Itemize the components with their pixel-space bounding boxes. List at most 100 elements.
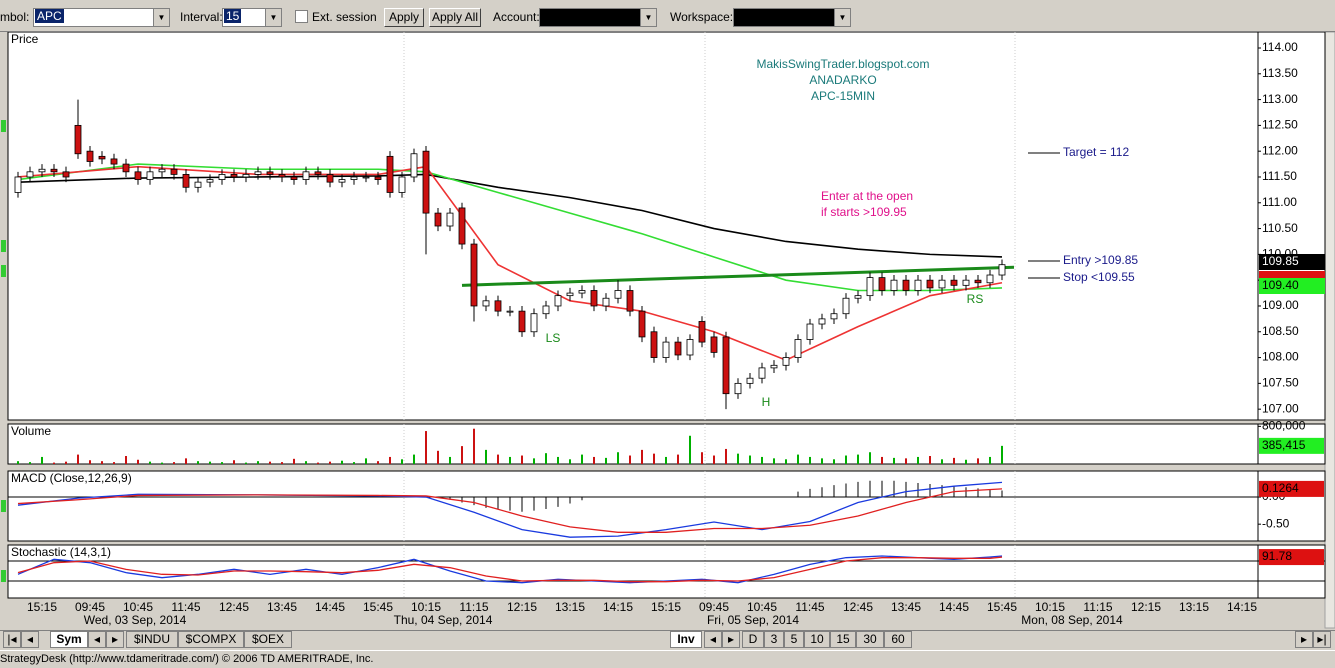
volume-bar bbox=[641, 449, 643, 464]
tab[interactable]: 30 bbox=[856, 631, 884, 648]
symbol-label: mbol: bbox=[0, 10, 30, 24]
x-tick-label: 12:45 bbox=[843, 600, 873, 614]
nav-button[interactable]: ▸ bbox=[106, 631, 124, 648]
y-tick-label: 111.50 bbox=[1262, 169, 1297, 183]
volume-bar bbox=[497, 454, 499, 464]
volume-bar bbox=[689, 435, 691, 464]
tab[interactable]: $INDU bbox=[126, 631, 178, 648]
tab[interactable]: 10 bbox=[804, 631, 830, 648]
side-button[interactable] bbox=[1, 240, 6, 252]
candle-body bbox=[686, 339, 694, 356]
tab[interactable]: 60 bbox=[884, 631, 912, 648]
volume-bar bbox=[149, 461, 151, 464]
tab[interactable]: 3 bbox=[764, 631, 784, 648]
volume-bar bbox=[53, 462, 55, 464]
volume-bar bbox=[233, 460, 235, 464]
nav-button[interactable]: ◂ bbox=[88, 631, 106, 648]
candle-body bbox=[974, 279, 982, 284]
candle-body bbox=[230, 174, 238, 178]
symbol-select[interactable]: APC ▼ bbox=[33, 8, 170, 27]
volume-bar bbox=[221, 462, 223, 464]
y-tick-label: 112.00 bbox=[1262, 143, 1298, 157]
volume-bar bbox=[65, 461, 67, 464]
tab[interactable]: 5 bbox=[784, 631, 804, 648]
nav-button[interactable]: |◂ bbox=[3, 631, 21, 648]
candle-body bbox=[410, 153, 418, 178]
x-tick-label: 14:15 bbox=[1227, 600, 1257, 614]
y-tick-label: 113.00 bbox=[1262, 92, 1298, 106]
volume-bar bbox=[569, 459, 571, 464]
candle-body bbox=[326, 174, 334, 183]
side-button[interactable] bbox=[1, 500, 6, 512]
candle-body bbox=[962, 279, 970, 286]
nav-button[interactable]: ▸ bbox=[1295, 631, 1313, 648]
annotation: Target = 112 bbox=[1063, 145, 1129, 159]
x-tick-label: 15:45 bbox=[987, 600, 1017, 614]
x-tick-label: 11:15 bbox=[459, 600, 488, 614]
apply-all-button[interactable]: Apply All bbox=[429, 8, 481, 27]
x-tick-label: 15:15 bbox=[27, 600, 57, 614]
dropdown-arrow[interactable]: ▼ bbox=[153, 9, 169, 26]
tab[interactable]: Sym bbox=[50, 631, 88, 648]
nav-button[interactable]: ◂ bbox=[704, 631, 722, 648]
candle-body bbox=[422, 150, 430, 214]
candle-body bbox=[998, 264, 1006, 276]
interval-select[interactable]: 15 ▼ bbox=[222, 8, 282, 27]
side-button[interactable] bbox=[1, 570, 6, 582]
checkbox[interactable] bbox=[295, 10, 308, 23]
candle-body bbox=[482, 300, 490, 307]
apply-button[interactable]: Apply bbox=[384, 8, 424, 27]
annotation: Stop <109.55 bbox=[1063, 270, 1135, 284]
current-value-label: 385,415 bbox=[1262, 438, 1306, 452]
volume-bar bbox=[929, 456, 931, 464]
volume-bar bbox=[581, 454, 583, 464]
candle-body bbox=[494, 300, 502, 312]
dropdown-arrow[interactable]: ▼ bbox=[834, 9, 850, 26]
candle-body bbox=[986, 274, 994, 284]
nav-button[interactable]: ▸ bbox=[722, 631, 740, 648]
volume-bar bbox=[797, 454, 799, 464]
candle-body bbox=[566, 292, 574, 297]
candle-body bbox=[542, 305, 550, 315]
candle-body bbox=[398, 176, 406, 193]
candle-body bbox=[374, 176, 382, 180]
volume-bar bbox=[77, 454, 79, 464]
symbol-value: APC bbox=[35, 9, 64, 23]
candle-body bbox=[758, 367, 766, 379]
candle-body bbox=[794, 339, 802, 358]
nav-button[interactable]: ▸| bbox=[1313, 631, 1331, 648]
x-tick-label: 10:45 bbox=[123, 600, 153, 614]
candle-body bbox=[134, 171, 142, 180]
volume-bar bbox=[845, 455, 847, 464]
tab[interactable]: Inv bbox=[670, 631, 702, 648]
tab[interactable]: 15 bbox=[830, 631, 856, 648]
panel-title: Volume bbox=[11, 424, 51, 438]
dropdown-arrow[interactable]: ▼ bbox=[640, 9, 656, 26]
toolbar: mbol: APC ▼ Interval: 15 ▼ Ext. session Ap… bbox=[0, 0, 1335, 32]
volume-bar bbox=[833, 459, 835, 464]
current-value-label: 0.1264 bbox=[1262, 481, 1299, 495]
workspace-select[interactable]: ▼ bbox=[733, 8, 851, 27]
candle-body bbox=[506, 310, 514, 313]
volume-bar bbox=[821, 458, 823, 464]
candle-body bbox=[158, 168, 166, 173]
side-button[interactable] bbox=[1, 265, 6, 277]
tab[interactable]: $OEX bbox=[244, 631, 292, 648]
volume-bar bbox=[485, 449, 487, 464]
scrollbar[interactable] bbox=[1324, 31, 1335, 629]
dropdown-arrow[interactable]: ▼ bbox=[265, 9, 281, 26]
tab[interactable]: $COMPX bbox=[178, 631, 244, 648]
y-tick-label: 108.00 bbox=[1262, 350, 1299, 364]
x-tick-label: 10:45 bbox=[747, 600, 777, 614]
volume-bar bbox=[257, 461, 259, 464]
side-button[interactable] bbox=[1, 120, 6, 132]
volume-bar bbox=[881, 456, 883, 464]
panel bbox=[7, 423, 1259, 465]
account-select[interactable]: ▼ bbox=[539, 8, 657, 27]
nav-button[interactable]: ◂ bbox=[21, 631, 39, 648]
tab[interactable]: D bbox=[742, 631, 764, 648]
candle-body bbox=[242, 174, 250, 178]
volume-bar bbox=[1001, 445, 1003, 464]
volume-bar bbox=[773, 458, 775, 464]
